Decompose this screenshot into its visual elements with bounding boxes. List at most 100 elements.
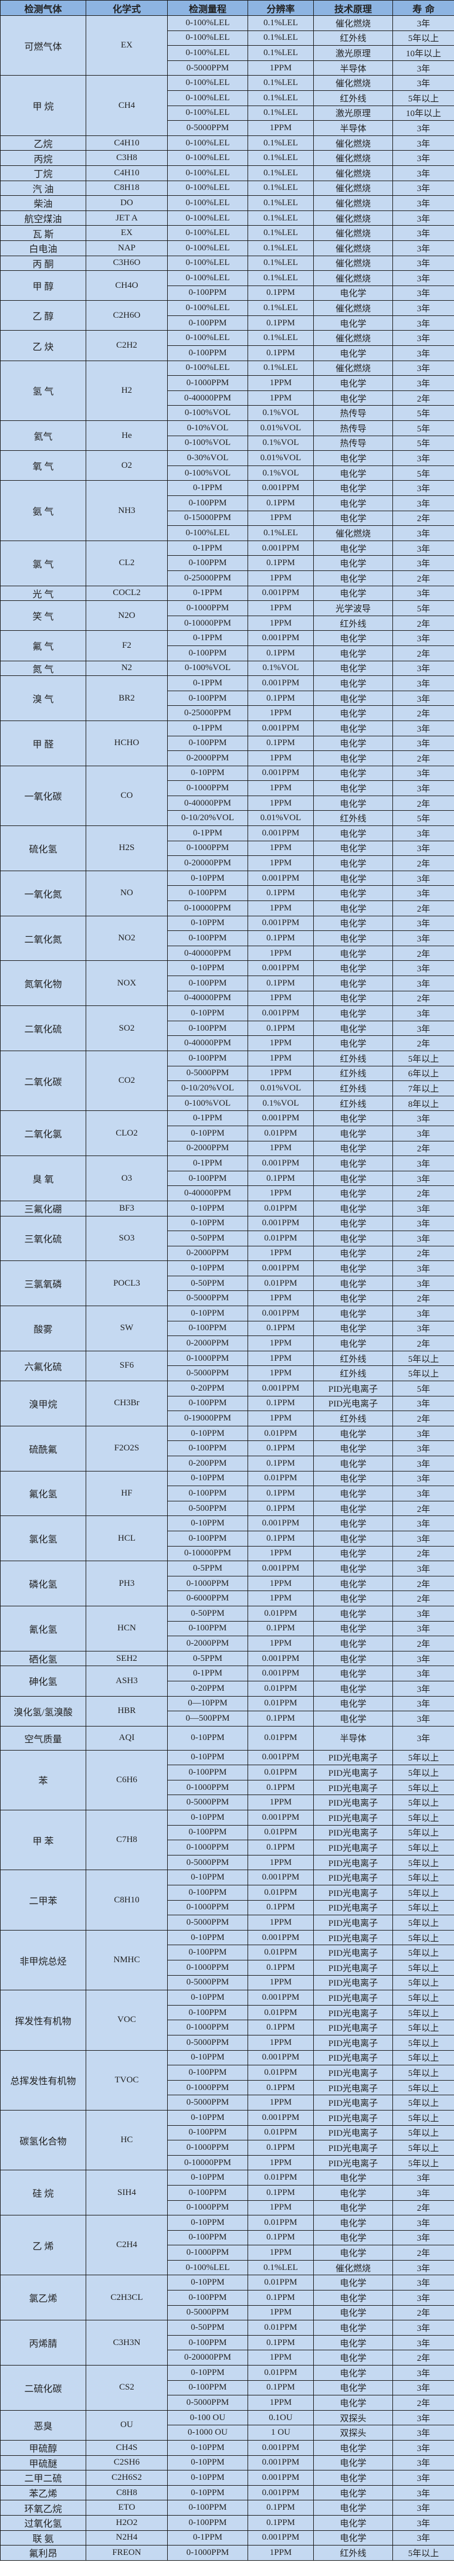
principle-cell: 催化燃烧 <box>313 15 393 31</box>
principle-cell: PID光电离子 <box>313 1854 393 1871</box>
table-row: 二甲苯 C8H10 0-10PPM 0.001PPM PID光电离子 5年以上 <box>0 1870 454 1931</box>
principle-cell: 电化学 <box>313 2514 393 2531</box>
formula-cell: C8H10 <box>86 1870 168 1931</box>
principle-cell: 电化学 <box>313 765 393 781</box>
lifespan-cell: 3年 <box>392 1725 454 1751</box>
table-row: 0-100PPM 0.1PPM 电化学 3年 <box>1 285 454 301</box>
resolution-cell: 0.001PPM <box>248 2485 314 2501</box>
resolution-cell: 0.01PPM <box>248 1765 314 1780</box>
lifespan-cell: 5年 <box>392 600 454 616</box>
table-row: 硅 烷 SIH4 0-10PPM 0.01PPM 电化学 3年 <box>0 2170 454 2216</box>
gas-name-cell: 空气质量 <box>0 1725 86 1751</box>
principle-cell: 电化学 <box>313 375 393 391</box>
resolution-cell: 0.1%LEL <box>248 165 314 181</box>
range-cell: 0-50PPM <box>167 1231 248 1246</box>
lifespan-cell: 5年以上 <box>392 1350 454 1367</box>
lifespan-cell: 5年以上 <box>392 2079 454 2096</box>
lifespan-cell: 2年 <box>392 1545 454 1562</box>
range-cell: 0-1000PPM <box>167 2545 248 2561</box>
table-row: 0-2000PPM 1PPM 电化学 2年 <box>1 750 454 766</box>
range-cell: 0-1000PPM <box>167 2245 248 2261</box>
resolution-cell: 0.001PPM <box>248 1929 314 1946</box>
principle-cell: 电化学 <box>313 645 393 661</box>
resolution-cell: 0.01PPM <box>248 2320 314 2336</box>
table-row: 0-100%VOL 0.1%VOL 红外线 8年以上 <box>1 1095 454 1112</box>
range-cell: 0-100PPM <box>167 2230 248 2246</box>
principle-cell: 催化燃烧 <box>313 180 393 196</box>
formula-cell: CH4O <box>86 270 168 301</box>
table-row: 0-100PPM 0.1PPM 电化学 3年 <box>1 2290 454 2306</box>
formula-cell: SEH2 <box>86 1650 168 1667</box>
resolution-cell: 0.001PPM <box>248 2530 314 2546</box>
range-cell: 0-5000PPM <box>167 2305 248 2321</box>
lifespan-cell: 2年 <box>392 1335 454 1351</box>
resolution-cell: 0.001PPM <box>248 1110 314 1126</box>
table-row: 0-1000 OU 1 OU 双探头 3年 <box>1 2425 454 2441</box>
principle-cell: 催化燃烧 <box>313 330 393 346</box>
table-row: 0-100PPM 0.1PPM 电化学 3年 <box>1 1486 454 1501</box>
lifespan-cell: 5年以上 <box>392 1854 454 1871</box>
principle-cell: 催化燃烧 <box>313 75 393 91</box>
range-cell: 0-5000PPM <box>167 2095 248 2111</box>
table-row: 氦气 He 0-10%VOL 0.01%VOL 热传导 5年 <box>0 420 454 451</box>
principle-cell: 电化学 <box>313 1500 393 1517</box>
range-cell: 0-5000PPM <box>167 1065 248 1082</box>
principle-cell: PID光电离子 <box>313 1960 393 1976</box>
table-row: 0-40000PPM 1PPM 电化学 2年 <box>1 990 454 1007</box>
formula-cell: C3H6O <box>86 255 168 271</box>
gas-name-cell: 甲硫醇 <box>0 2440 86 2456</box>
formula-cell: HCN <box>86 1605 168 1651</box>
resolution-cell: 0.1%LEL <box>248 105 314 121</box>
header-range: 检测量程 <box>167 0 248 16</box>
resolution-cell: 0.01%VOL <box>248 1080 314 1096</box>
lifespan-cell: 3年 <box>392 315 454 331</box>
range-cell: 0—10PPM <box>167 1695 248 1712</box>
formula-cell: PH3 <box>86 1561 168 1606</box>
table-row: 0-5000PPM 1PPM 半导体 3年 <box>1 60 454 76</box>
table-row: 恶臭 OU 0-100 OU 0.1OU 双探头 3年 <box>0 2410 454 2441</box>
resolution-cell: 0.001PPM <box>248 2050 314 2066</box>
table-row: 白电油 NAP 0-100%LEL 0.1%LEL 催化燃烧 3年 <box>0 240 454 256</box>
range-cell: 0-1000PPM <box>167 600 248 616</box>
principle-cell: 电化学 <box>313 870 393 886</box>
table-row: 0-5000PPM 1PPM PID光电离子 5年以上 <box>1 1795 454 1811</box>
table-row: 0-5000PPM 1PPM 电化学 2年 <box>1 2305 454 2321</box>
resolution-cell: 0.001PPM <box>248 1810 314 1826</box>
gas-name-cell: 丁烷 <box>0 165 86 181</box>
lifespan-cell: 5年以上 <box>392 1365 454 1382</box>
resolution-cell: 1PPM <box>248 1065 314 1082</box>
table-row: 0-10PPM 0.01PPM 电化学 3年 <box>1 1125 454 1141</box>
resolution-cell: 1PPM <box>248 2095 314 2111</box>
gas-name-cell: 臭 氧 <box>0 1156 86 1201</box>
formula-cell: N2H4 <box>86 2530 168 2546</box>
lifespan-cell: 3年 <box>392 1440 454 1456</box>
lifespan-cell: 5年以上 <box>392 1050 454 1066</box>
lifespan-cell: 2年 <box>392 1636 454 1651</box>
lifespan-cell: 2年 <box>392 705 454 721</box>
lifespan-cell: 5年以上 <box>392 1990 454 2006</box>
formula-cell: CO <box>86 765 168 827</box>
resolution-cell: 0.01%VOL <box>248 450 314 466</box>
resolution-cell: 0.1%LEL <box>248 270 314 286</box>
table-row: 氟利昂 FREON 0-1000PPM 1PPM 红外线 5年以上 <box>0 2545 454 2561</box>
gas-name-cell: 氮 气 <box>0 660 86 677</box>
range-cell: 0-1PPM <box>167 480 248 496</box>
table-row: 三氟化硼 BF3 0-10PPM 0.01PPM 电化学 3年 <box>0 1200 454 1216</box>
principle-cell: PID光电离子 <box>313 1395 393 1412</box>
formula-cell: C2H6S2 <box>86 2470 168 2486</box>
range-cell: 0-100%LEL <box>167 330 248 346</box>
table-row: 0-100%LEL 0.1%LEL 催化燃烧 3年 <box>1 525 454 541</box>
gas-name-cell: 氮氧化物 <box>0 960 86 1007</box>
resolution-cell: 0.1PPM <box>248 345 314 361</box>
table-row: 氯乙烯 C2H3CL 0-10PPM 0.01PPM 电化学 3年 <box>0 2275 454 2321</box>
range-cell: 0-100%LEL <box>167 150 248 166</box>
resolution-cell: 0.001PPM <box>248 1990 314 2006</box>
gas-name-cell: 氟 气 <box>0 630 86 661</box>
lifespan-cell: 3年 <box>392 330 454 346</box>
range-cell: 0-10PPM <box>167 2170 248 2186</box>
table-row: 二氧化氯 CLO2 0-1PPM 0.001PPM 电化学 3年 <box>0 1110 454 1157</box>
principle-cell: 电化学 <box>313 480 393 496</box>
range-cell: 0-10PPM <box>167 1306 248 1321</box>
lifespan-cell: 3年 <box>392 480 454 496</box>
lifespan-cell: 2年 <box>392 1185 454 1201</box>
